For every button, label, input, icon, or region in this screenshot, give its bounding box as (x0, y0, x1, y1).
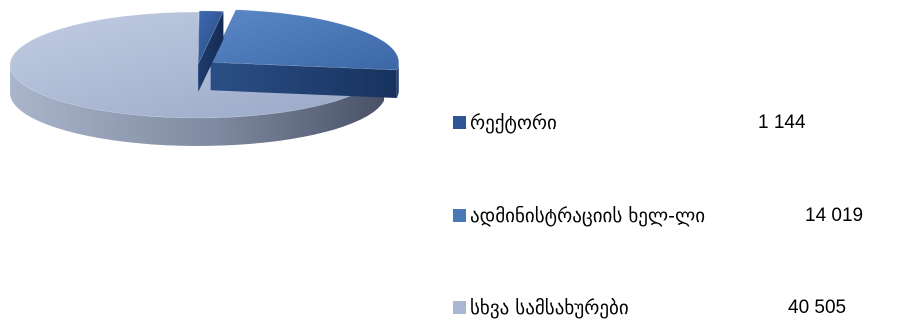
legend-label: ადმინისტრაციის ხელ-ლი (470, 205, 706, 227)
legend-value: 1 144 (758, 112, 806, 133)
legend-swatch (453, 209, 466, 222)
slice-top (197, 10, 224, 65)
slice-rector (197, 10, 224, 92)
slice-side (198, 11, 224, 92)
legend-swatch (453, 116, 466, 129)
slice-administration (210, 9, 400, 98)
legend-label: სხვა სამსახურები (470, 297, 629, 319)
legend-value: 14 019 (805, 205, 864, 226)
slice-wall (396, 61, 399, 98)
legend-label: რექტორი (470, 112, 557, 134)
slice-top (210, 9, 400, 71)
slice-side (210, 62, 397, 98)
legend-value: 40 505 (788, 297, 847, 318)
legend-swatch (453, 301, 466, 314)
slice-wall (10, 66, 385, 146)
